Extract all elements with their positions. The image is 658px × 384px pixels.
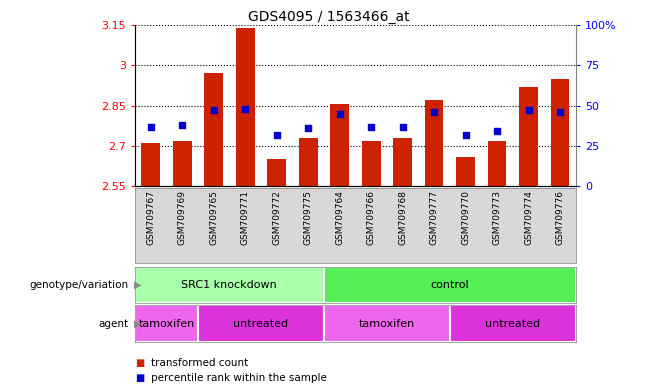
Text: ▶: ▶	[134, 280, 141, 290]
Bar	[330, 104, 349, 186]
Text: GSM709768: GSM709768	[398, 190, 407, 245]
Bar	[141, 143, 160, 186]
Point	[209, 108, 219, 114]
Bar	[519, 87, 538, 186]
Bar	[204, 73, 223, 186]
Bar	[267, 159, 286, 186]
Bar	[362, 141, 380, 186]
Text: ▶: ▶	[134, 318, 141, 329]
Text: GSM709770: GSM709770	[461, 190, 470, 245]
Text: GSM709771: GSM709771	[241, 190, 249, 245]
Point	[555, 109, 565, 115]
Bar	[198, 305, 324, 342]
Bar	[135, 305, 198, 342]
Text: GSM709764: GSM709764	[335, 190, 344, 245]
Bar	[324, 305, 450, 342]
Text: ■: ■	[135, 358, 144, 368]
Bar	[488, 141, 507, 186]
Text: untreated: untreated	[485, 318, 540, 329]
Text: GSM709772: GSM709772	[272, 190, 281, 245]
Text: agent: agent	[98, 318, 128, 329]
Point	[523, 108, 534, 114]
Text: GSM709765: GSM709765	[209, 190, 218, 245]
Point	[429, 109, 440, 115]
Text: GSM709769: GSM709769	[178, 190, 187, 245]
Text: GSM709773: GSM709773	[493, 190, 501, 245]
Text: GSM709767: GSM709767	[146, 190, 155, 245]
Bar	[172, 141, 191, 186]
Point	[334, 111, 345, 117]
Text: untreated: untreated	[234, 318, 288, 329]
Point	[460, 132, 470, 138]
Text: genotype/variation: genotype/variation	[29, 280, 128, 290]
Point	[177, 122, 188, 128]
Bar	[324, 267, 576, 303]
Text: SRC1 knockdown: SRC1 knockdown	[182, 280, 277, 290]
Text: tamoxifen: tamoxifen	[359, 318, 415, 329]
Text: GSM709774: GSM709774	[524, 190, 533, 245]
Point	[366, 124, 376, 130]
Point	[240, 106, 250, 112]
Text: GDS4095 / 1563466_at: GDS4095 / 1563466_at	[248, 10, 410, 23]
Bar	[393, 138, 412, 186]
Bar	[456, 157, 475, 186]
Point	[303, 125, 313, 131]
Bar	[551, 79, 569, 186]
Text: GSM709776: GSM709776	[555, 190, 565, 245]
Point	[271, 132, 282, 138]
Text: GSM709766: GSM709766	[367, 190, 376, 245]
Text: GSM709777: GSM709777	[430, 190, 438, 245]
Text: transformed count: transformed count	[151, 358, 249, 368]
Text: GSM709775: GSM709775	[303, 190, 313, 245]
Text: control: control	[430, 280, 469, 290]
Text: tamoxifen: tamoxifen	[138, 318, 195, 329]
Bar	[135, 267, 324, 303]
Bar	[424, 100, 443, 186]
Bar	[236, 28, 255, 186]
Text: percentile rank within the sample: percentile rank within the sample	[151, 373, 327, 383]
Bar	[450, 305, 576, 342]
Point	[145, 124, 156, 130]
Bar	[299, 138, 318, 186]
Text: ■: ■	[135, 373, 144, 383]
Point	[397, 124, 408, 130]
Point	[492, 128, 502, 134]
